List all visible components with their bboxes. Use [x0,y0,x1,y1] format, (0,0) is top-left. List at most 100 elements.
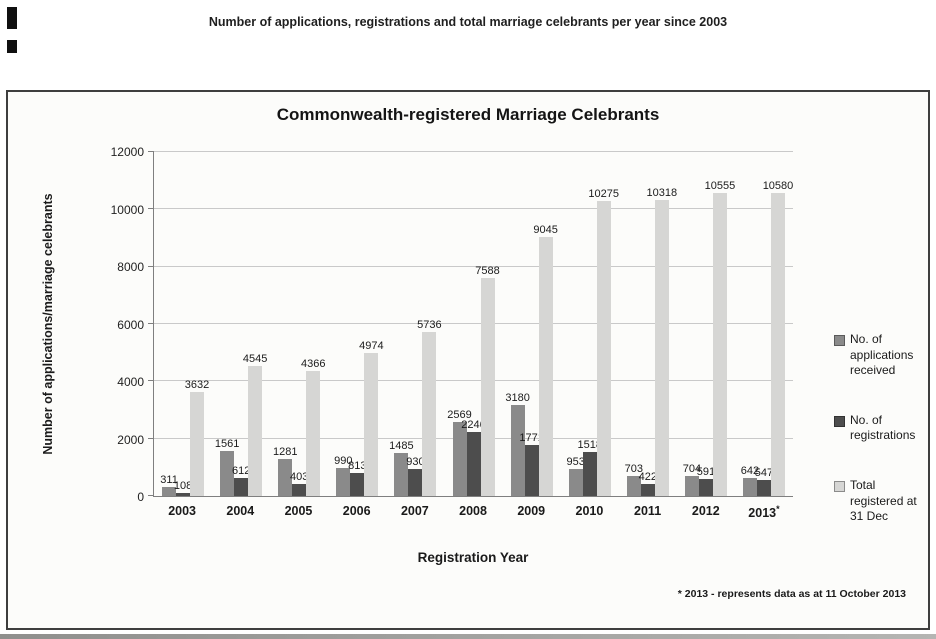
gridline [154,265,793,267]
x-tick-label: 2007 [400,504,429,518]
bar: 3632 [185,379,209,496]
page-header: Number of applications, registrations an… [208,15,728,29]
bar-value-label: 2569 [447,409,472,422]
bar: 1561 [215,438,239,496]
bar-group: 3180 1771 9045 [503,152,561,496]
bar: 1485 [389,440,414,496]
legend-label: Total registered at 31 Dec [850,477,917,524]
bar-groups: 311 108 3632 1561 612 4545 1281 403 4366 990 813 49… [154,152,793,496]
legend-label: No. of registrations [850,412,916,443]
gridline [154,151,793,152]
bar: 3180 [505,392,530,496]
x-tick-label: 2004 [226,504,255,518]
legend-swatch [834,415,845,427]
bar-value-label: 2246 [461,418,486,431]
scan-edge [0,634,936,639]
bar: 10318 [647,187,677,496]
legend-swatch [834,335,845,346]
bar: 10555 [705,180,735,496]
bar-group: 1485 930 5736 [386,152,444,496]
bar: 930 [406,456,425,496]
x-axis-title: Registration Year [417,550,529,565]
x-tick-label: 2012 [691,504,720,518]
bar-value-label: 813 [348,459,367,472]
bar-value-label: 3632 [184,378,210,391]
bar-group: 1281 403 4366 [270,152,328,496]
gridline [154,380,793,382]
bar: 2569 [447,409,472,496]
bar-value-label: 547 [754,467,774,480]
bar-value-label: 1518 [577,439,602,452]
y-tick-mark [148,495,154,496]
bar-value-label: 4366 [300,357,326,370]
x-tick-label: 2005 [284,504,313,518]
bar-value-label: 642 [740,464,760,477]
bar: 403 [290,471,308,496]
bar-value-label: 10318 [646,187,678,200]
chart-title: Commonwealth-registered Marriage Celebra… [276,105,660,124]
scan-mark [7,7,17,29]
gridline [154,323,793,324]
y-tick-mark [148,437,154,439]
y-tick-label: 12000 [110,145,144,159]
bar: 642 [741,465,759,496]
y-tick-label: 2000 [117,432,144,447]
legend-item: No. of registrations [834,413,930,444]
y-tick-label: 6000 [117,317,144,332]
bar-value-label: 612 [231,465,251,478]
bar-value-label: 4974 [359,340,384,353]
bar: 2246 [461,419,486,496]
footnote: * 2013 - represents data as at 11 Octobe… [677,588,906,600]
plot-area: 311 108 3632 1561 612 4545 1281 403 4366 990 813 49… [148,151,793,497]
bar: 1281 [273,446,297,496]
bar-value-label: 9045 [533,223,558,236]
bar-group: 1561 612 4545 [212,152,270,496]
bar: 4545 [243,353,267,496]
bar-value-label: 953 [566,455,585,468]
bar-group: 2569 2246 7588 [444,152,502,496]
y-tick-label: 10000 [110,202,144,217]
x-tick-label: 2009 [517,504,546,518]
bar-value-label: 1561 [214,438,240,451]
bar: 10580 [763,180,793,496]
legend-swatch [834,480,845,492]
scan-mark [7,40,17,53]
bar: 990 [334,455,353,496]
x-tick-labels: 2003 2004 2005 2006 2007 2008 2009 2010 2011 2012… [153,504,793,520]
bar: 591 [697,466,715,496]
bar-value-label: 990 [334,454,353,467]
y-tick-mark [148,323,154,324]
legend-label: No. of applications received [850,332,914,378]
bar-value-label: 422 [638,470,657,483]
bar: 5736 [417,319,442,496]
bar-value-label: 591 [696,466,716,479]
legend-item: No. of applications received [834,332,930,379]
bar-value-label: 1771 [519,432,544,445]
bar: 4366 [301,358,325,496]
chart-frame: Commonwealth-registered Marriage Celebra… [6,90,930,630]
bar: 311 [160,474,178,496]
bar-group: 704 591 10555 [677,152,735,496]
y-axis-ticks: 0 2000 4000 6000 8000 10000 12000 [8,145,144,504]
bar-value-label: 403 [290,471,309,484]
legend-item: Total registered at 31 Dec [834,478,930,525]
y-tick-mark [148,151,154,152]
y-tick-label: 4000 [117,375,144,390]
bar-value-label: 108 [173,479,193,492]
x-tick-label: 2010 [575,504,604,518]
bar: 612 [232,465,250,496]
bar: 1518 [577,439,602,496]
bar-value-label: 4545 [242,352,268,365]
bar-value-label: 3180 [505,391,530,404]
footnote-asterisk: * [776,504,780,514]
bar: 4974 [359,340,384,496]
bar: 704 [683,463,701,496]
bar-group: 311 108 3632 [154,152,212,496]
bar: 9045 [533,224,558,496]
bar: 1771 [519,432,544,496]
legend: No. of applications received No. of regis… [834,332,930,559]
bar: 108 [174,480,192,496]
bar: 813 [348,460,367,496]
bar-value-label: 703 [624,462,643,475]
